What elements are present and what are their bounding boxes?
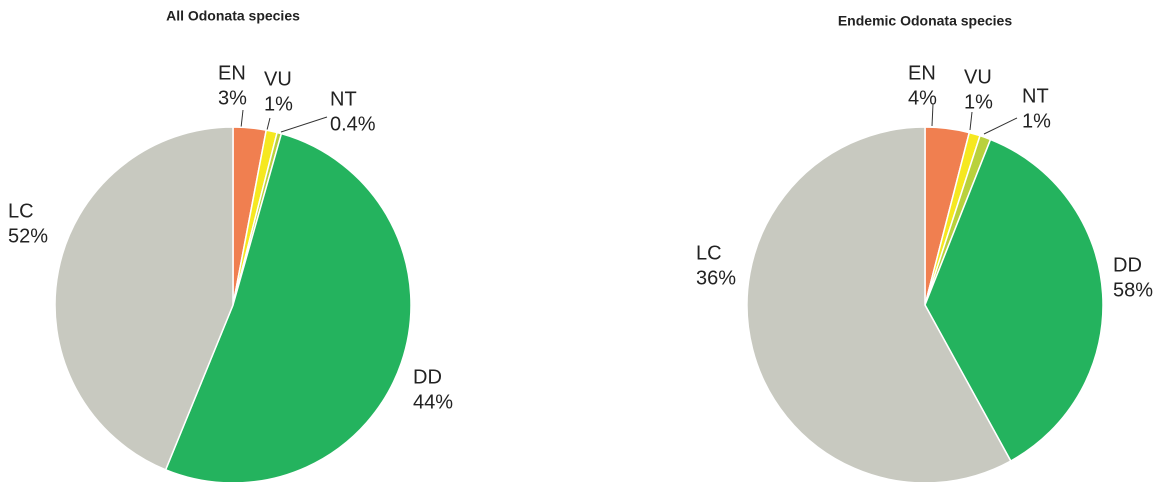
slice-label: VU <box>964 66 992 88</box>
slice-label: EN <box>218 62 246 84</box>
chart-title: All Odonata species <box>166 8 300 24</box>
slice-label: NT <box>1022 85 1049 107</box>
slice-value-label: 4% <box>908 87 937 109</box>
slice-value-label: 52% <box>8 225 48 247</box>
slice-label: EN <box>908 62 936 84</box>
leader-line <box>969 111 973 131</box>
slice-value-label: 58% <box>1113 279 1153 301</box>
chart-title: Endemic Odonata species <box>838 13 1012 29</box>
leader-line <box>266 117 271 131</box>
slice-label: LC <box>696 242 722 264</box>
pie-slice <box>924 138 1104 463</box>
leader-line <box>280 116 328 133</box>
pie-slice <box>746 126 1012 482</box>
slice-value-label: 1% <box>1022 110 1051 132</box>
slice-label: LC <box>8 200 34 222</box>
slice-label: DD <box>413 366 442 388</box>
slice-label: NT <box>330 88 357 110</box>
pie-slice <box>54 126 234 471</box>
slice-value-label: 0.4% <box>330 113 376 135</box>
slice-value-label: 3% <box>218 87 247 109</box>
leader-line <box>240 109 244 129</box>
slice-value-label: 36% <box>696 267 736 289</box>
leader-line <box>983 117 1018 135</box>
slice-value-label: 44% <box>413 391 453 413</box>
leader-line <box>931 103 934 127</box>
pie-slice <box>164 132 412 482</box>
slice-label: DD <box>1113 254 1142 276</box>
slice-label: VU <box>264 68 292 90</box>
slice-value-label: 1% <box>264 93 293 115</box>
slice-value-label: 1% <box>964 91 993 113</box>
